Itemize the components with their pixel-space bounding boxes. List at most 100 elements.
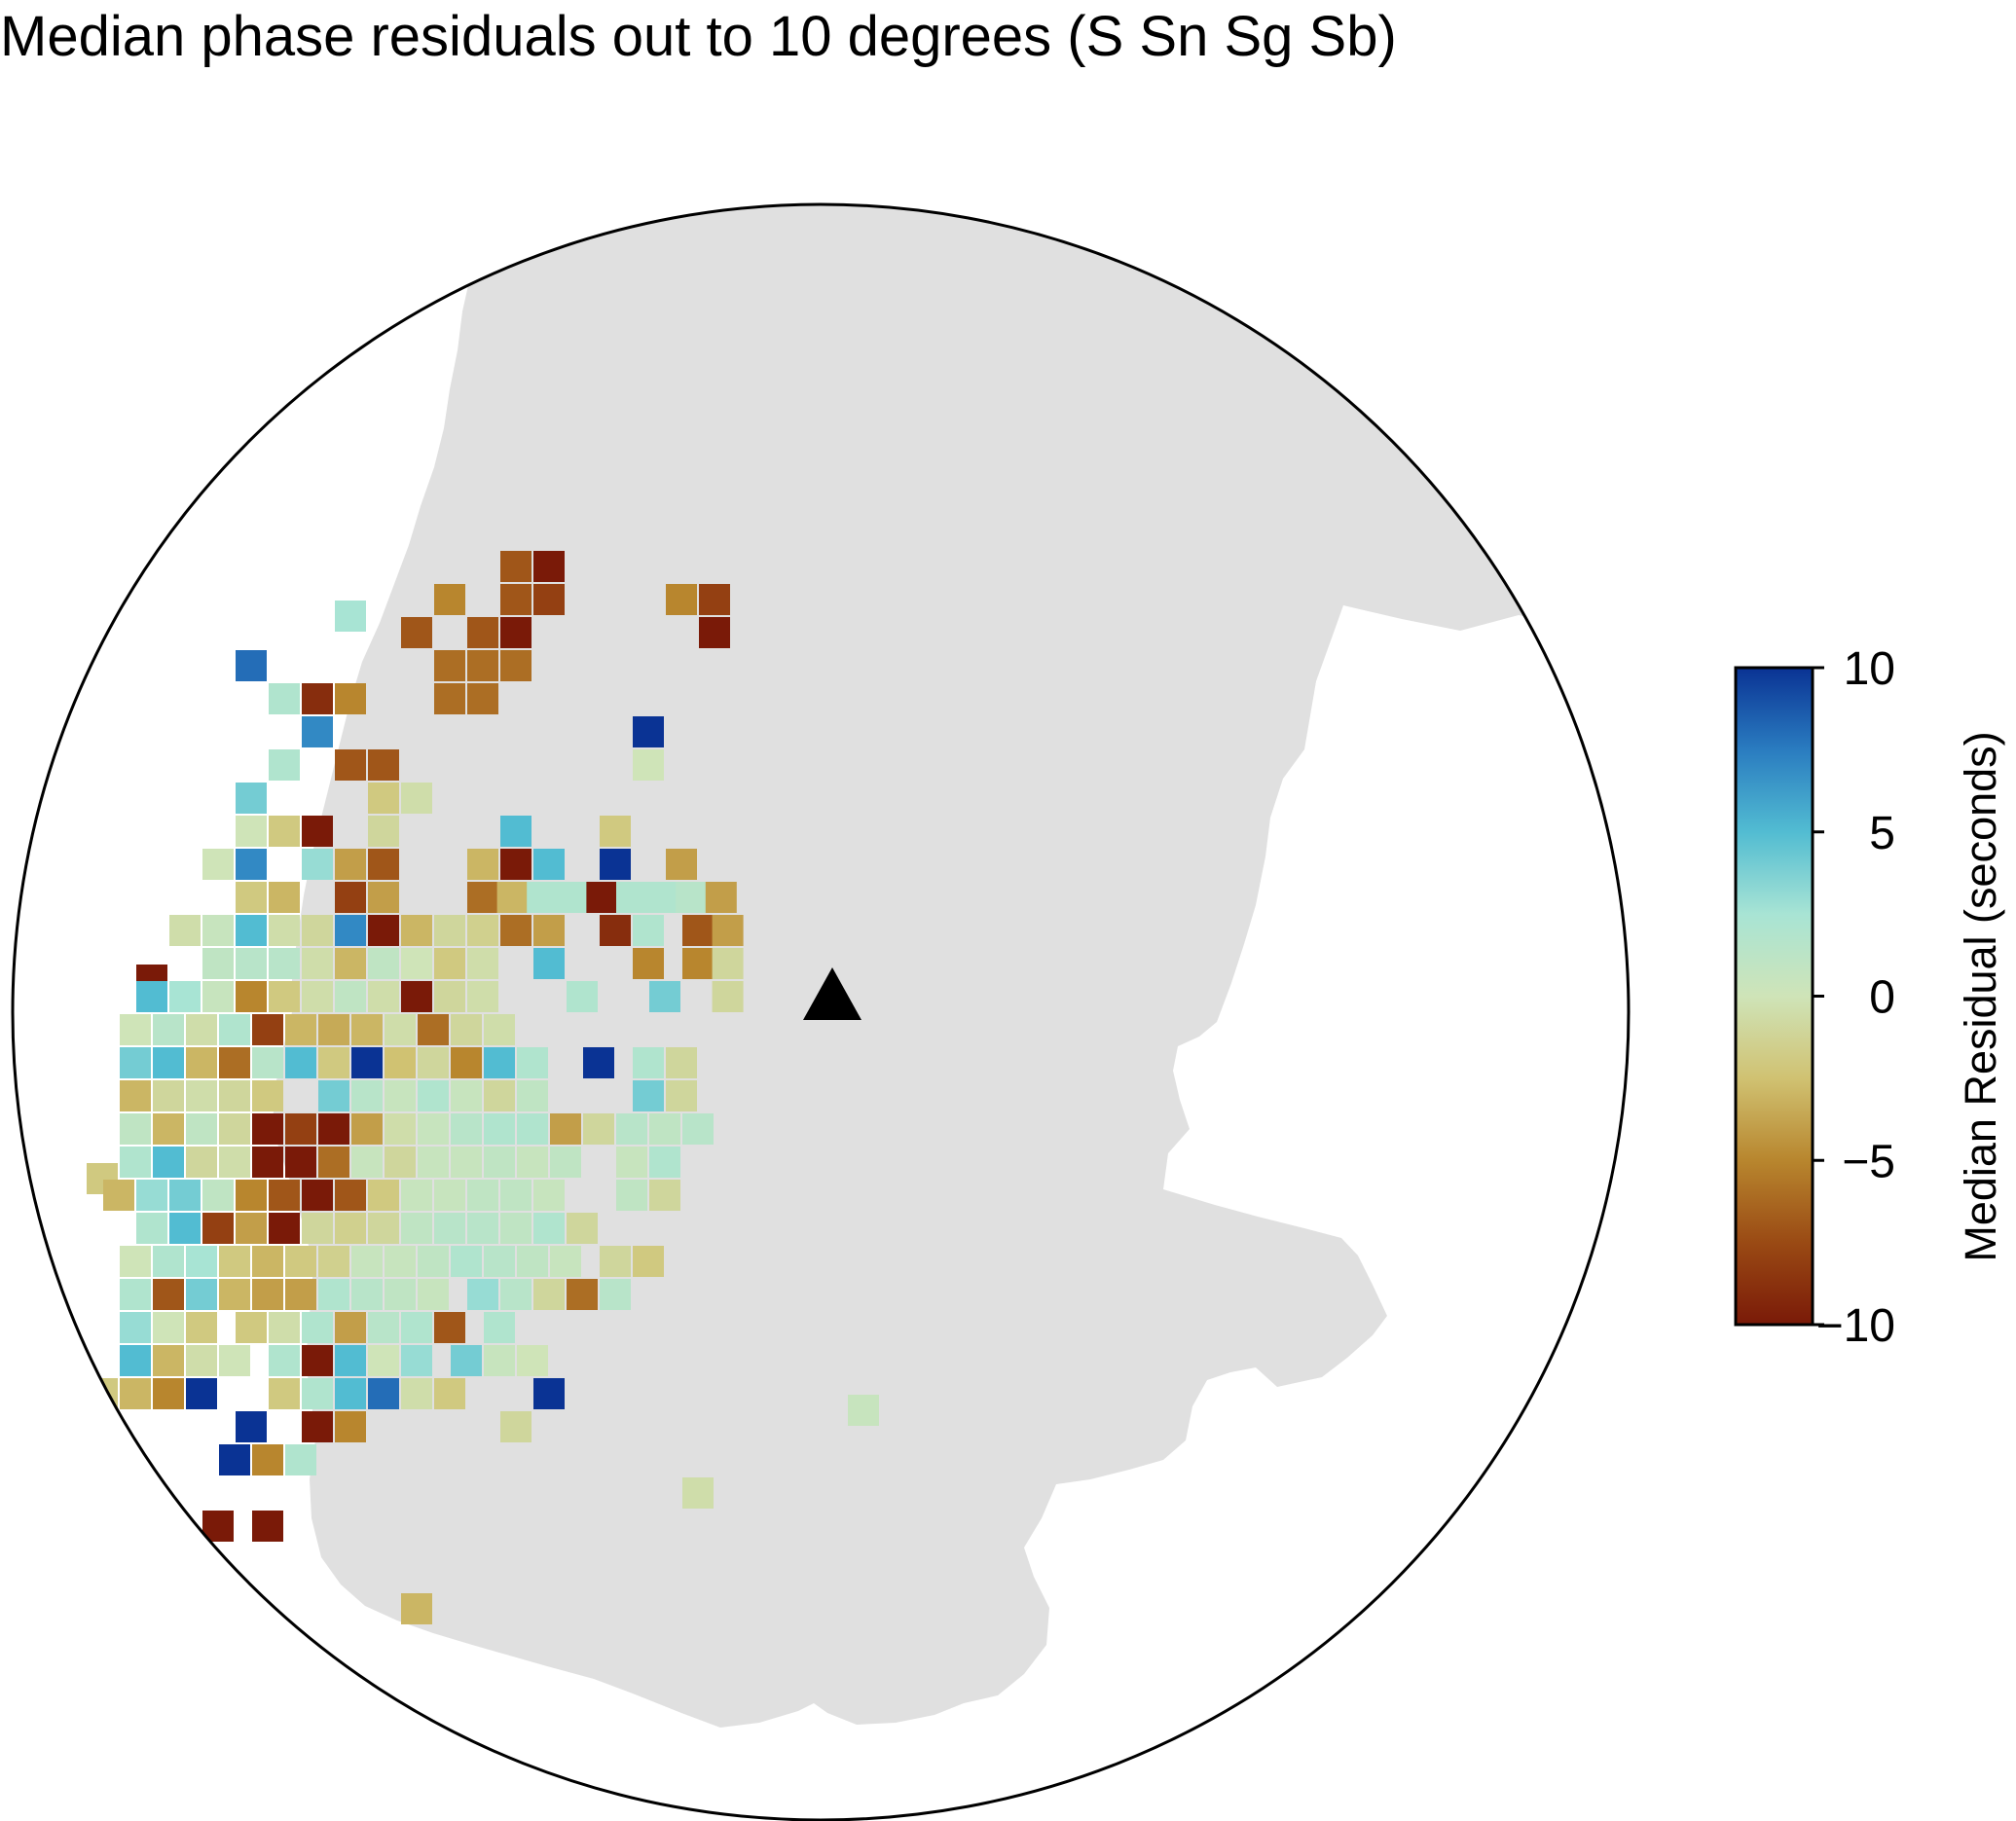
residual-cell [186, 1345, 217, 1376]
residual-cell [87, 1411, 118, 1442]
residual-cell [302, 816, 333, 847]
residual-cell [633, 915, 664, 946]
residual-cell [616, 1113, 647, 1145]
residual-cell [285, 1444, 316, 1475]
residual-cell [533, 1180, 565, 1211]
residual-cell [401, 1593, 432, 1624]
residual-cell [484, 1113, 515, 1145]
residual-cell [649, 981, 680, 1012]
residual-cell [666, 849, 697, 880]
residual-cell [467, 683, 498, 714]
residual-cell [500, 584, 531, 615]
residual-cell [136, 1180, 167, 1211]
residual-cell [848, 1395, 879, 1426]
residual-cell [517, 1345, 548, 1376]
residual-cell [120, 1246, 151, 1277]
residual-cell [550, 1147, 581, 1178]
residual-cell [666, 1047, 697, 1078]
residual-cell [401, 915, 432, 946]
residual-cell [335, 882, 366, 913]
residual-cell [401, 1180, 432, 1211]
residual-cell [186, 1047, 217, 1078]
residual-cell [236, 948, 267, 979]
residual-cell [484, 1047, 515, 1078]
residual-cell [236, 882, 267, 913]
residual-cell [219, 1147, 250, 1178]
residual-cell [385, 1246, 416, 1277]
residual-cell [682, 948, 714, 979]
residual-cell [451, 1147, 482, 1178]
residual-cell [434, 981, 465, 1012]
residual-cell [335, 1411, 366, 1442]
residual-cell [318, 1147, 349, 1178]
residual-cell [385, 1080, 416, 1111]
residual-cell [401, 783, 432, 814]
colorbar-gradient [1734, 666, 1814, 1327]
residual-cell [649, 1180, 680, 1211]
residual-cell [302, 1312, 333, 1343]
residual-cell [467, 915, 498, 946]
residual-cell [418, 1279, 449, 1310]
residual-cell [517, 1246, 548, 1277]
residual-cell [500, 915, 531, 946]
residual-cell [302, 716, 333, 747]
residual-cell [484, 1014, 515, 1045]
residual-cell [699, 617, 730, 648]
residual-cell [418, 1147, 449, 1178]
residual-cell [318, 1279, 349, 1310]
residual-cell [385, 1147, 416, 1178]
residual-cell [202, 915, 234, 946]
residual-cell [666, 1080, 697, 1111]
residual-cell [285, 1147, 316, 1178]
residual-cell [236, 1213, 267, 1244]
residual-cell [600, 1279, 631, 1310]
residual-cell [600, 816, 631, 847]
residual-cell [285, 1279, 316, 1310]
residual-cell [252, 1279, 283, 1310]
residual-cell [186, 1279, 217, 1310]
residual-cell [567, 1279, 598, 1310]
residual-cell [120, 1113, 151, 1145]
residual-cell [186, 1312, 217, 1343]
residual-cell [219, 1113, 250, 1145]
residual-cell [252, 1047, 283, 1078]
residual-cell [236, 915, 267, 946]
residual-cell [385, 1279, 416, 1310]
residual-cell [451, 1014, 482, 1045]
colorbar: 10 5 0 −5 −10 Median Residual (seconds) [1734, 643, 2005, 1352]
residual-cell [136, 1213, 167, 1244]
landmass-south-america [273, 204, 1629, 1728]
residual-cell [712, 948, 744, 979]
residual-cell [385, 1014, 416, 1045]
residual-cell [153, 1113, 184, 1145]
residual-cell [186, 1246, 217, 1277]
residual-cell [567, 1213, 598, 1244]
residual-cell [169, 1610, 201, 1641]
residual-cell [484, 1246, 515, 1277]
residual-cell [302, 1180, 333, 1211]
residual-cell [533, 1378, 565, 1409]
residual-cell [302, 948, 333, 979]
residual-cell [500, 1213, 531, 1244]
residual-cell [335, 683, 366, 714]
residual-cell [586, 882, 618, 913]
residual-cell [103, 1180, 134, 1211]
residual-cell [186, 1378, 217, 1409]
residual-cell [500, 849, 531, 880]
residual-cell [401, 1312, 432, 1343]
residual-cell [533, 584, 565, 615]
residual-cell [418, 1014, 449, 1045]
residual-cell [500, 551, 531, 582]
residual-cell [351, 1080, 383, 1111]
residual-cell [186, 1147, 217, 1178]
residual-cell [169, 1180, 201, 1211]
residual-cell [451, 1246, 482, 1277]
residual-cell [120, 1312, 151, 1343]
residual-cell [567, 981, 598, 1012]
residual-cell [533, 1213, 565, 1244]
residual-cell [335, 915, 366, 946]
residual-cell [318, 1246, 349, 1277]
residual-cell [666, 584, 697, 615]
residual-cell [645, 882, 678, 913]
